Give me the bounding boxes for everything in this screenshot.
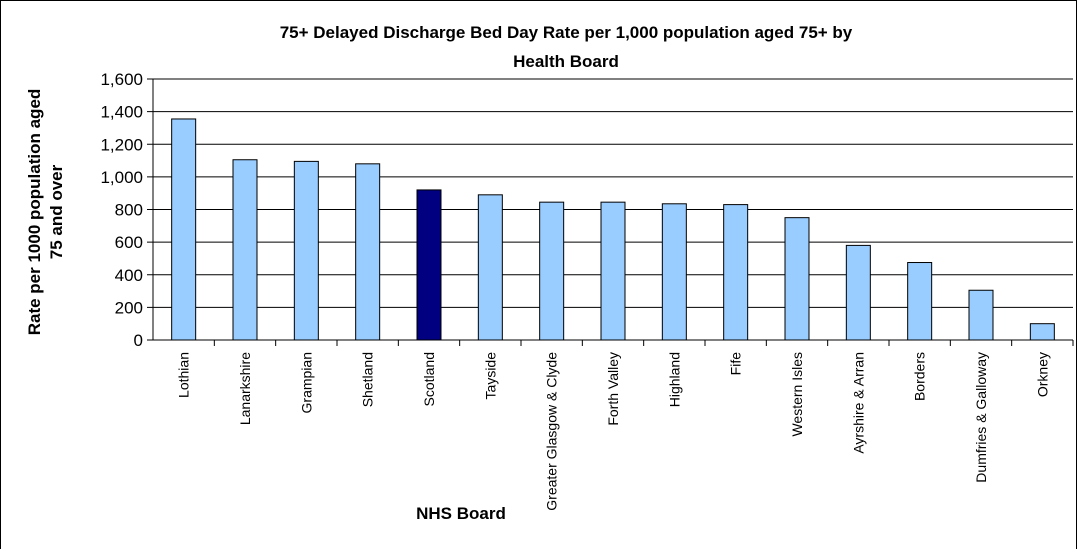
bar-scotland (416, 189, 442, 341)
x-tick-label: Shetland (360, 352, 376, 407)
y-axis-label-line1: Rate per 1000 population aged (25, 89, 44, 336)
bar-tayside (477, 194, 503, 341)
bar-western-isles (784, 217, 810, 341)
y-tick-label: 1,000 (100, 168, 143, 187)
y-tick-label: 200 (115, 298, 143, 317)
bar-lothian (171, 118, 197, 341)
y-tick-label: 400 (115, 266, 143, 285)
x-tick-label: Dumfries & Galloway (973, 352, 989, 483)
y-axis-tick-labels: 0 200 400 600 800 1,000 1,200 1,400 1,600 (100, 70, 153, 350)
bar-borders (907, 262, 933, 341)
x-tick-label: Orkney (1034, 352, 1050, 397)
y-axis-label-line2: 75 and over (47, 164, 66, 259)
x-axis-label: NHS Board (416, 504, 506, 523)
y-tick-label: 800 (115, 201, 143, 220)
x-tick-label: Grampian (298, 352, 314, 413)
y-tick-label: 1,600 (100, 70, 143, 89)
bar-greater-glasgow-clyde (539, 201, 565, 341)
x-tick-label: Ayrshire & Arran (850, 352, 866, 454)
bar-fife (723, 204, 749, 341)
y-tick-label: 600 (115, 233, 143, 252)
x-tick-label: Western Isles (789, 352, 805, 437)
chart-title-line1: 75+ Delayed Discharge Bed Day Rate per 1… (280, 23, 853, 42)
x-tick-label: Scotland (421, 352, 437, 406)
x-tick-label: Forth Valley (605, 352, 621, 426)
bar-shetland (355, 163, 381, 341)
x-tick-label: Lanarkshire (237, 352, 253, 425)
x-tick-label: Highland (666, 352, 682, 407)
y-tick-label: 1,200 (100, 135, 143, 154)
bar-lanarkshire (232, 159, 258, 341)
x-tick-label: Tayside (482, 352, 498, 400)
bar-forth-valley (600, 201, 626, 341)
bar-dumfries-galloway (968, 289, 994, 341)
x-tick-label: Borders (912, 352, 928, 401)
bar-orkney (1029, 323, 1055, 341)
y-tick-label: 0 (134, 331, 143, 350)
x-tick-label: Greater Glasgow & Clyde (544, 352, 560, 511)
bar-grampian (293, 160, 319, 341)
y-tick-label: 1,400 (100, 103, 143, 122)
x-tick-label: Fife (728, 352, 744, 376)
x-axis-tick-labels: Lothian Lanarkshire Grampian Shetland Scotla… (176, 340, 1074, 511)
chart-title-line2: Health Board (513, 52, 619, 71)
bar-highland (661, 203, 687, 341)
x-tick-label: Lothian (176, 352, 192, 398)
bar-ayrshire-arran (845, 244, 871, 341)
